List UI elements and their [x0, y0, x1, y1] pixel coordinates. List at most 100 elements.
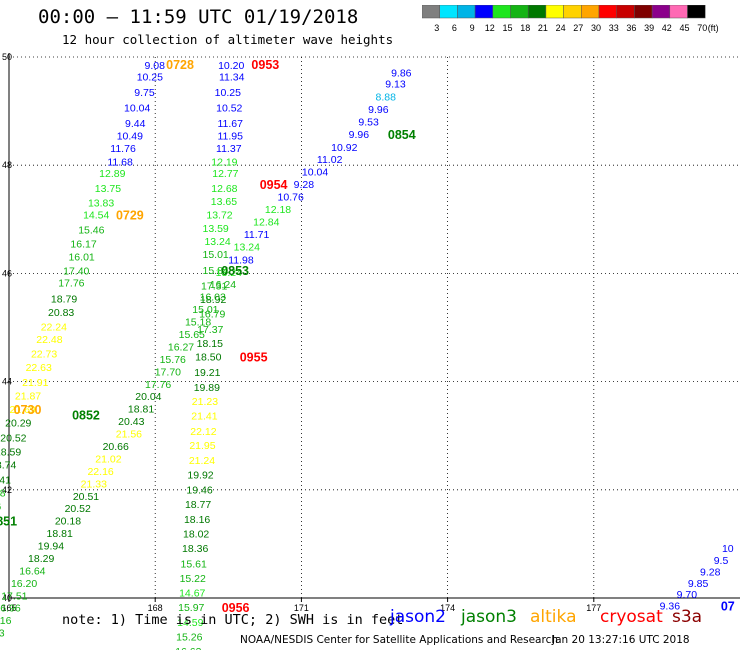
pass-time-label: 07 — [721, 600, 735, 614]
wave-height-point: 22.63 — [26, 362, 52, 374]
wave-height-point: 12.89 — [99, 168, 125, 180]
wave-height-point: 9.08 — [144, 60, 165, 72]
wave-height-point: 11.34 — [219, 71, 245, 83]
wave-height-point: 8.88 — [375, 91, 396, 103]
wave-height-point: 16.79 — [199, 308, 225, 320]
wave-height-point: 20.43 — [118, 416, 144, 428]
wave-height-point: 22.16 — [87, 466, 113, 478]
wave-height-point: 15.26 — [176, 631, 202, 643]
wave-height-point: 18.74 — [0, 459, 16, 471]
wave-height-point: 9.85 — [688, 578, 709, 590]
pass-time-label: 0853 — [221, 264, 249, 278]
colorbar-label: 3 — [434, 23, 439, 33]
wave-height-point: 21.69 — [10, 404, 36, 416]
y-tick-label: 48 — [2, 160, 12, 170]
pass-time-label: 0854 — [388, 128, 416, 142]
x-tick-label: 171 — [294, 603, 309, 613]
wave-height-point: 15.76 — [160, 354, 186, 366]
wave-height-point: 10 — [722, 543, 734, 555]
wave-height-point: 11.37 — [216, 143, 242, 155]
wave-height-point: 16.17 — [70, 239, 96, 251]
wave-height-point: 14.59 — [177, 617, 203, 629]
wave-height-point: 10.52 — [216, 102, 242, 114]
wave-height-point: 16.27 — [168, 341, 194, 353]
wave-height-point: 21.87 — [15, 391, 41, 403]
wave-height-point: 11.95 — [217, 130, 243, 142]
wave-height-point: 12.77 — [212, 168, 238, 180]
wave-height-point: 9.86 — [391, 68, 412, 80]
wave-height-point: 18.50 — [195, 352, 221, 364]
wave-height-point: 20.51 — [73, 491, 99, 503]
wave-height-point: 22.12 — [190, 426, 216, 438]
pass-time-label: 0729 — [116, 208, 144, 222]
wave-height-point: 12.19 — [211, 156, 237, 168]
wave-height-point: 18.92 — [200, 294, 226, 306]
wave-height-point: 12.18 — [265, 204, 291, 216]
wave-height-point: 18.36 — [182, 543, 208, 555]
wave-height-point: 20.04 — [135, 391, 161, 403]
wave-height-point: 9.13 — [385, 79, 406, 91]
wave-height-point: 9.44 — [125, 118, 146, 130]
legend-cryosat: cryosat — [600, 607, 663, 627]
wave-height-point: 10.25 — [215, 87, 241, 99]
wave-height-point: 17.31 — [201, 280, 227, 292]
x-tick-label: 177 — [586, 603, 601, 613]
wave-height-point: 21.91 — [22, 377, 48, 389]
wave-height-point: 20.52 — [0, 432, 26, 444]
wave-height-point: 18.02 — [183, 529, 209, 541]
y-tick-label: 42 — [2, 485, 12, 495]
wave-height-point: 10.20 — [218, 60, 244, 72]
wave-height-point: 20.83 — [48, 307, 74, 319]
wave-height-point: 11.02 — [317, 154, 343, 166]
wave-height-point: 13.65 — [211, 196, 237, 208]
wave-height-point: 18.81 — [128, 404, 154, 416]
wave-height-point: 9.70 — [677, 589, 698, 601]
wave-height-point: 9.53 — [358, 116, 379, 128]
chart-subtitle: 12 hour collection of altimeter wave hei… — [62, 32, 394, 47]
wave-height-point: 10.49 — [117, 130, 143, 142]
wave-height-point: 21.24 — [189, 455, 215, 467]
wave-height-point: 20.18 — [55, 516, 81, 528]
pass-time-label: 0730 — [14, 403, 42, 417]
wave-height-point: 21.41 — [191, 411, 217, 423]
wave-height-point: 18.16 — [184, 514, 210, 526]
wave-height-point: 9.5 — [714, 555, 729, 567]
colorbar-label: 27 — [573, 23, 583, 33]
wave-height-point: 21.33 — [81, 478, 107, 490]
wave-height-point: 19.92 — [187, 470, 213, 482]
wave-height-point: 15.01 — [192, 304, 218, 316]
wave-height-point: 20.52 — [65, 503, 91, 515]
wave-height-point: 16.01 — [68, 252, 94, 264]
colorbar-label: 15 — [502, 23, 512, 33]
wave-height-point: 18.15 — [197, 338, 223, 350]
wave-height-point: 21.23 — [192, 396, 218, 408]
wave-height-point: 13.24 — [216, 267, 242, 279]
chart-title: 00:00 — 11:59 UTC 01/19/2018 — [38, 6, 359, 28]
wave-height-point: 21.02 — [95, 453, 121, 465]
wave-height-point: 16.63 — [175, 646, 201, 650]
wave-height-point: 17.76 — [145, 379, 171, 391]
wave-height-point: 15.84 — [202, 265, 228, 277]
wave-height-point: 9.36 — [660, 601, 681, 613]
wave-height-point: 9.28 — [294, 179, 315, 191]
wave-height-point: 21.95 — [189, 440, 215, 452]
legend-jason2: jason2 — [390, 607, 446, 627]
wave-height-point: 14.67 — [179, 588, 205, 600]
x-tick-label: 165 — [1, 603, 16, 613]
colorbar-label: 9 — [470, 23, 475, 33]
wave-height-point: 10.92 — [331, 142, 357, 154]
wave-height-point: 17.16 — [0, 501, 1, 513]
x-tick-label: 174 — [440, 603, 455, 613]
wave-height-point: 12.68 — [211, 183, 237, 195]
colorbar-label: 33 — [609, 23, 619, 33]
wave-height-point: 19.46 — [186, 484, 212, 496]
pass-time-label: 0851 — [0, 515, 17, 529]
wave-height-point: 19.94 — [38, 541, 64, 553]
colorbar-label: 70 — [697, 23, 707, 33]
wave-height-point: 16.16 — [0, 615, 12, 627]
wave-height-point: 9.75 — [134, 87, 155, 99]
colorbar-label: 12 — [485, 23, 495, 33]
wave-height-point: 11.67 — [217, 118, 243, 130]
wave-height-point: 13.24 — [204, 236, 230, 248]
wave-height-point: 16.24 — [210, 279, 236, 291]
